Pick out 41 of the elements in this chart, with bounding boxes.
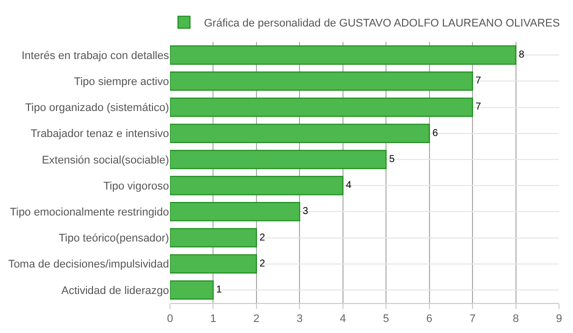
x-tick-label: 9: [556, 313, 562, 326]
data-label: 1: [216, 284, 222, 296]
y-tick-label: Trabajador tenaz e intensivo: [30, 128, 169, 140]
x-tick-label: 4: [340, 313, 346, 326]
data-label: 7: [476, 76, 482, 87]
bar: [170, 254, 257, 274]
x-tick-label: 7: [469, 313, 476, 326]
data-label: 4: [346, 180, 352, 192]
x-tick-label: 1: [210, 313, 216, 326]
x-tick-label: 0: [166, 313, 174, 326]
y-tick-label: Extensión social(sociable): [42, 154, 169, 166]
y-tick-label: Tipo teórico(pensador): [58, 232, 169, 245]
data-label: 3: [302, 206, 309, 218]
x-tick-label: 5: [383, 313, 390, 326]
bar: [170, 202, 300, 222]
bar: [170, 124, 430, 143]
y-tick-label: Toma de decisiones/impulsividad: [8, 258, 169, 271]
legend-label: Gráfica de personalidad de GUSTAVO ADOLFO LAUREANO OLIVARES: [204, 18, 560, 30]
y-tick-label: Tipo vigoroso: [103, 180, 169, 192]
y-tick-label: Actividad de liderazgo: [61, 284, 169, 297]
bar: [170, 72, 474, 91]
x-tick-label: 2: [253, 313, 260, 326]
x-tick-label: 8: [512, 313, 519, 326]
y-tick-label: Interés en trabajo con detalles: [22, 50, 170, 62]
data-label: 2: [259, 232, 266, 244]
data-label: 5: [389, 154, 396, 165]
bar: [170, 45, 516, 65]
x-tick-label: 3: [296, 313, 303, 326]
y-tick-label: Tipo siempre activo: [74, 76, 169, 88]
y-tick-label: Tipo organizado (sistemático): [25, 102, 169, 114]
data-label: 2: [259, 258, 266, 270]
bar: [170, 280, 214, 300]
bar: [170, 98, 474, 117]
bar: [170, 228, 257, 248]
bar: [170, 176, 344, 196]
bar: [170, 150, 387, 170]
x-tick-label: 6: [426, 313, 432, 326]
data-label: 6: [432, 128, 438, 139]
data-label: 8: [518, 50, 525, 61]
data-label: 7: [476, 102, 482, 113]
y-tick-label: Tipo emocionalmente restringido: [10, 206, 169, 218]
